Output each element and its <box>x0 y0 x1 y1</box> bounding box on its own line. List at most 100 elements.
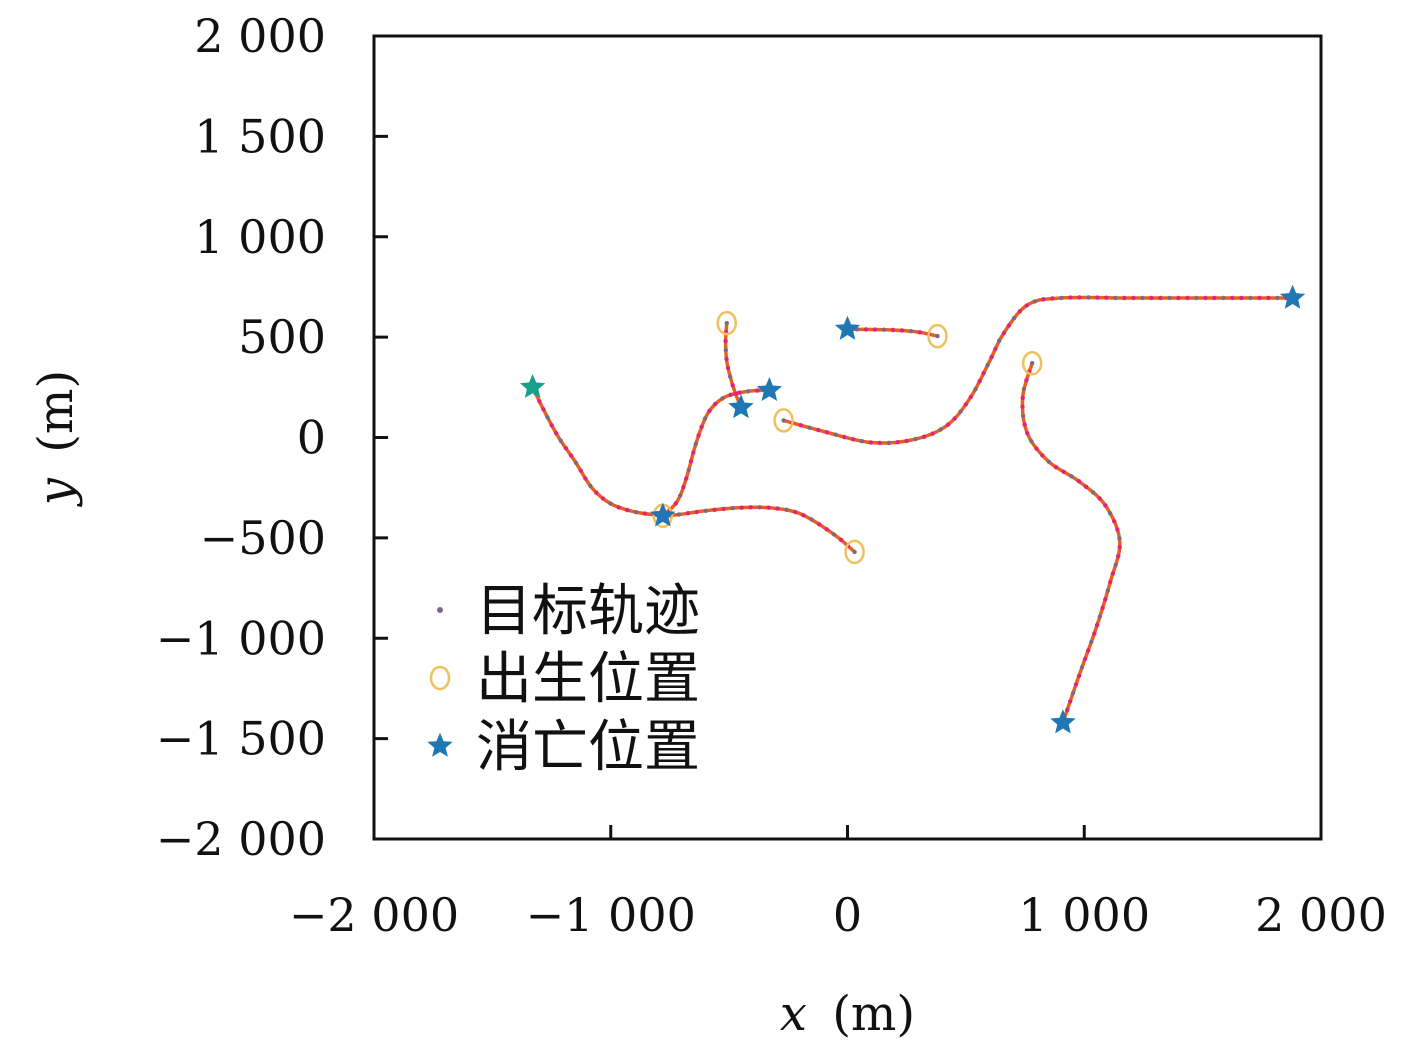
track-point <box>696 433 701 438</box>
track-point <box>1108 579 1113 585</box>
track-point <box>809 517 814 522</box>
track-point <box>1194 295 1199 301</box>
track-point <box>721 506 726 512</box>
x-tick-label: −2 000 <box>289 888 459 942</box>
track-point <box>685 511 691 516</box>
death-marker <box>834 315 861 340</box>
track-point <box>1061 469 1066 474</box>
track-point <box>1086 295 1091 300</box>
legend-item-death: 消亡位置 <box>427 715 700 780</box>
track-point <box>1059 295 1064 301</box>
track-point <box>1094 622 1100 628</box>
track-point <box>691 450 696 455</box>
track-point <box>872 327 878 332</box>
track-point <box>724 320 729 326</box>
track-point <box>1086 648 1091 653</box>
death-marker <box>519 374 546 399</box>
track-point <box>1076 479 1082 484</box>
track-point <box>781 418 786 423</box>
track-point <box>1122 295 1127 301</box>
track-point <box>681 485 686 490</box>
track-point <box>775 506 780 511</box>
track-point <box>1239 295 1244 301</box>
track-point <box>881 327 887 332</box>
track-point <box>1050 296 1055 301</box>
track-point <box>712 507 717 512</box>
track-point <box>694 509 700 515</box>
track-point <box>977 379 982 384</box>
track-point <box>766 505 771 510</box>
track-line <box>1020 361 1122 725</box>
track-point <box>673 501 678 506</box>
y-tick-label: 2 000 <box>194 9 326 63</box>
plot-frame <box>372 34 1323 841</box>
track-point <box>723 347 728 353</box>
track-point <box>807 425 812 430</box>
track-point <box>816 427 821 433</box>
track-point <box>1158 295 1163 301</box>
track-point <box>1185 295 1190 301</box>
death-marker <box>728 394 754 419</box>
track-point <box>608 501 613 506</box>
track-point <box>1117 545 1122 550</box>
track-point <box>600 496 606 501</box>
track-point <box>1113 562 1118 567</box>
track-point <box>921 434 927 439</box>
track-point <box>1140 295 1145 301</box>
track-point <box>1105 588 1111 593</box>
track-point <box>1006 323 1012 328</box>
track-point <box>713 401 718 407</box>
track-point <box>703 508 708 513</box>
track-4 <box>723 320 743 410</box>
track-point <box>913 436 918 442</box>
track-point <box>1079 665 1085 670</box>
track-point <box>963 402 968 407</box>
track-point <box>748 505 753 510</box>
track-point <box>890 327 896 333</box>
y-axis-label: y (m) <box>28 370 84 507</box>
track-point <box>935 333 940 339</box>
track-point <box>1097 614 1103 619</box>
track-point <box>1103 597 1108 602</box>
track-point <box>1032 299 1037 304</box>
track-point <box>723 338 728 344</box>
track-point <box>930 431 935 436</box>
track-point <box>1040 453 1045 458</box>
track-point <box>594 490 599 495</box>
track-point <box>824 527 829 532</box>
y-axis-unit: (m) <box>28 370 84 453</box>
death-marker <box>1279 284 1306 309</box>
legend-label: 目标轨迹 <box>476 579 700 644</box>
x-axis-label: x (m) <box>780 986 915 1042</box>
track-point <box>824 430 830 435</box>
track-point <box>1053 465 1059 470</box>
track-point <box>1046 459 1052 464</box>
track-point <box>842 434 847 440</box>
track-point <box>1020 395 1025 400</box>
track-point <box>755 388 760 393</box>
track-6 <box>781 295 1295 446</box>
y-tick-label: 1 500 <box>194 109 326 163</box>
y-tick-label: −1 000 <box>156 611 326 665</box>
track-point <box>1275 295 1280 301</box>
track-point <box>895 440 900 445</box>
track-point <box>1167 295 1172 301</box>
track-point <box>588 483 593 489</box>
legend-track-swatch <box>437 607 443 613</box>
track-point <box>985 362 990 368</box>
track-point <box>958 409 963 414</box>
track-point <box>1082 656 1088 662</box>
track-point <box>868 440 873 445</box>
y-tick-label: −500 <box>200 511 326 565</box>
track-point <box>549 423 554 428</box>
track-point <box>1112 519 1117 524</box>
track-point <box>699 424 704 430</box>
track-point <box>686 467 691 473</box>
track-point <box>1020 413 1026 418</box>
track-point <box>968 394 973 400</box>
track-point <box>537 399 542 404</box>
y-tick-label: −1 500 <box>156 712 326 766</box>
death-marker <box>1050 709 1076 734</box>
track-point <box>1073 682 1079 687</box>
track-line <box>530 385 665 518</box>
